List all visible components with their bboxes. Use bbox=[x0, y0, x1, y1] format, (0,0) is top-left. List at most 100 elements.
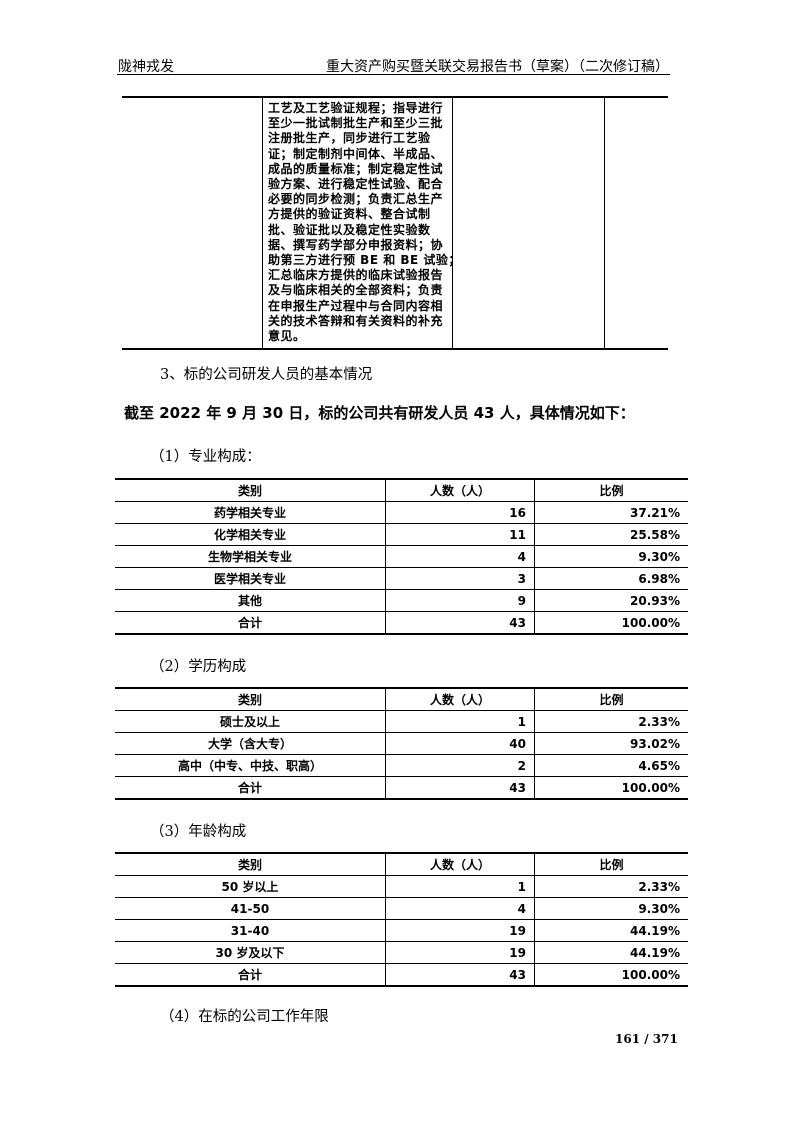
table-cell: 43 bbox=[385, 611, 535, 635]
table-caption: （1）专业构成： bbox=[150, 449, 261, 465]
table-cell: 2 bbox=[385, 754, 535, 777]
table-cell: 1 bbox=[385, 710, 535, 733]
table-cell: 药学相关专业 bbox=[115, 501, 386, 524]
table-row: 医学相关专业 3 6.98% bbox=[115, 567, 688, 590]
table-row: 其他 9 20.93% bbox=[115, 589, 688, 612]
table-row: 硕士及以上 1 2.33% bbox=[115, 710, 688, 733]
continued-table: 工艺及工艺验证规程；指导进行 至少一批试制批生产和至少三批 注册批生产，同步进行工艺… bbox=[122, 96, 668, 350]
cell-line: 成品的质量标准；制定稳定性试 bbox=[268, 161, 444, 176]
table-cell: 19 bbox=[385, 919, 535, 942]
table-caption: （3）年龄构成 bbox=[150, 824, 247, 840]
table-cell: 40 bbox=[385, 732, 535, 755]
table-cell: 合计 bbox=[115, 776, 386, 800]
cell-line: 方提供的验证资料、整合试制 bbox=[268, 207, 431, 222]
cell-line: 必要的同步检测；负责汇总生产 bbox=[268, 192, 444, 207]
table-cell: 16 bbox=[385, 501, 535, 524]
table-header-row: 类别 人数（人） 比例 bbox=[115, 687, 688, 711]
table-cell: 43 bbox=[385, 963, 535, 987]
table-cell: 4 bbox=[385, 897, 535, 920]
cell-line: 验方案、进行稳定性试验、配合 bbox=[268, 177, 444, 192]
table-cell: 3 bbox=[385, 567, 535, 590]
cell-line: 证；制定制剂中间体、半成品、 bbox=[268, 146, 444, 161]
column-header: 类别 bbox=[115, 478, 386, 502]
page-number: 161 / 371 bbox=[615, 1032, 678, 1046]
column-divider bbox=[604, 98, 605, 348]
summary-text: 截至 2022 年 9 月 30 日，标的公司共有研发人员 43 人，具体情况如… bbox=[124, 404, 635, 422]
cell-line: 助第三方进行预 BE 和 BE 试验； bbox=[268, 253, 461, 268]
table-row: 41-50 4 9.30% bbox=[115, 897, 688, 920]
cell-line: 汇总临床方提供的临床试验报告 bbox=[268, 268, 444, 283]
data-table: 类别 人数（人） 比例 硕士及以上 1 2.33% 大学（含大专） 40 93.02% 高中（中专… bbox=[115, 687, 688, 800]
table-cell: 100.00% bbox=[534, 776, 688, 800]
table-row: 合计 43 100.00% bbox=[115, 963, 688, 987]
table-header-row: 类别 人数（人） 比例 bbox=[115, 852, 688, 876]
table-cell: 31-40 bbox=[115, 919, 386, 942]
table-cell: 19 bbox=[385, 941, 535, 964]
column-header: 比例 bbox=[534, 852, 688, 876]
table-cell: 44.19% bbox=[534, 941, 688, 964]
table-cell: 37.21% bbox=[534, 501, 688, 524]
header-divider bbox=[117, 74, 670, 75]
cell-line: 至少一批试制批生产和至少三批 bbox=[268, 116, 444, 131]
table-cell: 41-50 bbox=[115, 897, 386, 920]
column-header: 比例 bbox=[534, 687, 688, 711]
table-cell: 2.33% bbox=[534, 875, 688, 898]
table-caption: （2）学历构成 bbox=[150, 659, 247, 675]
table-cell: 高中（中专、中技、职高） bbox=[115, 754, 386, 777]
table-cell: 大学（含大专） bbox=[115, 732, 386, 755]
table-cell: 合计 bbox=[115, 611, 386, 635]
cell-line: 注册批生产，同步进行工艺验 bbox=[268, 131, 431, 146]
table-cell: 30 岁及以下 bbox=[115, 941, 386, 964]
table-cell: 93.02% bbox=[534, 732, 688, 755]
table-cell: 100.00% bbox=[534, 611, 688, 635]
table-cell: 2.33% bbox=[534, 710, 688, 733]
table-cell: 6.98% bbox=[534, 567, 688, 590]
cell-line: 在申报生产过程中与合同内容相 bbox=[268, 298, 444, 313]
column-header: 类别 bbox=[115, 687, 386, 711]
column-divider bbox=[452, 98, 453, 348]
section-heading: 3、标的公司研发人员的基本情况 bbox=[160, 367, 373, 383]
table-row: 化学相关专业 11 25.58% bbox=[115, 523, 688, 546]
column-header: 类别 bbox=[115, 852, 386, 876]
table-row: 高中（中专、中技、职高） 2 4.65% bbox=[115, 754, 688, 777]
table-cell: 20.93% bbox=[534, 589, 688, 612]
table-row: 药学相关专业 16 37.21% bbox=[115, 501, 688, 524]
table-row: 生物学相关专业 4 9.30% bbox=[115, 545, 688, 568]
column-header: 人数（人） bbox=[385, 478, 535, 502]
table-cell: 44.19% bbox=[534, 919, 688, 942]
table-cell: 11 bbox=[385, 523, 535, 546]
column-divider bbox=[262, 98, 263, 348]
cell-line: 据、撰写药学部分申报资料；协 bbox=[268, 237, 444, 252]
column-header: 人数（人） bbox=[385, 852, 535, 876]
table-row: 50 岁以上 1 2.33% bbox=[115, 875, 688, 898]
data-table: 类别 人数（人） 比例 药学相关专业 16 37.21% 化学相关专业 11 25.58% 生物学… bbox=[115, 478, 688, 635]
table-cell: 25.58% bbox=[534, 523, 688, 546]
column-header: 比例 bbox=[534, 478, 688, 502]
table-cell: 4 bbox=[385, 545, 535, 568]
table-cell: 43 bbox=[385, 776, 535, 800]
table-row: 31-40 19 44.19% bbox=[115, 919, 688, 942]
table-cell: 9.30% bbox=[534, 545, 688, 568]
table-cell: 50 岁以上 bbox=[115, 875, 386, 898]
table-cell: 硕士及以上 bbox=[115, 710, 386, 733]
table-cell: 1 bbox=[385, 875, 535, 898]
table-header-row: 类别 人数（人） 比例 bbox=[115, 478, 688, 502]
table-row: 合计 43 100.00% bbox=[115, 611, 688, 635]
cell-line: 意见。 bbox=[268, 329, 306, 344]
next-caption: （4）在标的公司工作年限 bbox=[160, 1009, 329, 1025]
table-cell: 9 bbox=[385, 589, 535, 612]
table-cell: 4.65% bbox=[534, 754, 688, 777]
cell-line: 及与临床相关的全部资料；负责 bbox=[268, 283, 444, 298]
header-title: 重大资产购买暨关联交易报告书（草案）（二次修订稿） bbox=[326, 59, 669, 75]
table-cell: 其他 bbox=[115, 589, 386, 612]
table-row: 合计 43 100.00% bbox=[115, 776, 688, 800]
table-cell: 生物学相关专业 bbox=[115, 545, 386, 568]
table-row: 大学（含大专） 40 93.02% bbox=[115, 732, 688, 755]
table-cell: 9.30% bbox=[534, 897, 688, 920]
data-table: 类别 人数（人） 比例 50 岁以上 1 2.33% 41-50 4 9.30% 31-40 19 4… bbox=[115, 852, 688, 987]
table-cell: 合计 bbox=[115, 963, 386, 987]
cell-line: 批、验证批以及稳定性实验数 bbox=[268, 222, 431, 237]
table-row: 30 岁及以下 19 44.19% bbox=[115, 941, 688, 964]
table-cell: 100.00% bbox=[534, 963, 688, 987]
